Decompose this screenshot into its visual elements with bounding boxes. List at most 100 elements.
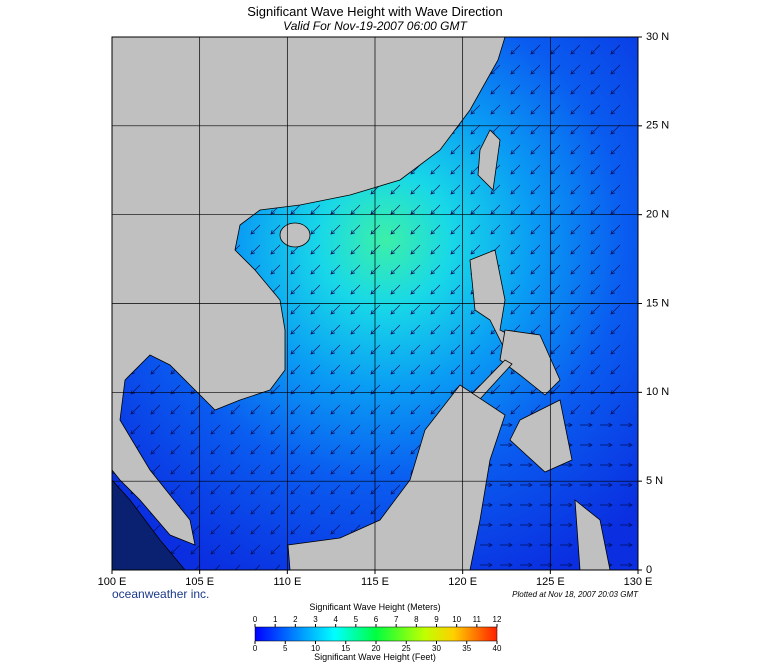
wave-arrow: [480, 562, 493, 568]
wave-arrow: [610, 244, 621, 255]
feet-tick-label: 35: [462, 644, 471, 653]
meters-tick-label: 6: [374, 615, 379, 624]
wave-arrow: [270, 264, 281, 275]
wave-arrow: [310, 484, 321, 495]
wave-arrow: [450, 224, 461, 235]
lat-tick-label: 5 N: [646, 475, 663, 487]
lon-tick-label: 120 E: [448, 576, 477, 588]
wave-arrow: [310, 444, 321, 455]
wave-arrow: [370, 264, 381, 275]
wave-arrow: [610, 304, 621, 315]
wave-arrow: [610, 204, 621, 215]
wave-arrow: [330, 484, 341, 495]
wave-arrow: [390, 204, 401, 215]
wave-arrow: [560, 562, 573, 568]
wave-arrow: [570, 344, 581, 355]
wave-arrow: [560, 522, 573, 528]
wave-arrow: [610, 104, 621, 115]
map-area: [112, 37, 638, 570]
wave-arrow: [410, 204, 421, 215]
wave-arrow: [550, 104, 561, 115]
wave-arrow: [250, 524, 261, 535]
wave-arrow: [570, 324, 581, 335]
wave-arrow: [560, 542, 573, 548]
wave-arrow: [350, 304, 361, 315]
wave-arrow: [550, 124, 561, 135]
wave-arrow: [590, 404, 601, 415]
wave-arrow: [550, 284, 561, 295]
meters-tick-label: 5: [354, 615, 359, 624]
wave-arrow: [390, 184, 401, 195]
wave-arrow: [610, 324, 621, 335]
wave-arrow: [190, 484, 201, 495]
wave-arrow: [190, 404, 201, 415]
wave-arrow: [290, 444, 301, 455]
wave-arrow: [290, 484, 301, 495]
wave-arrow: [550, 64, 561, 75]
wave-arrow: [330, 324, 341, 335]
wave-arrow: [210, 464, 221, 475]
wave-arrow: [590, 184, 601, 195]
wave-arrow: [390, 264, 401, 275]
wave-arrow: [510, 404, 521, 415]
wave-arrow: [530, 164, 541, 175]
wave-arrow: [290, 364, 301, 375]
wave-arrow: [620, 442, 633, 448]
wave-arrow: [620, 482, 633, 488]
wave-arrow: [350, 344, 361, 355]
wave-arrow: [170, 424, 181, 435]
wave-arrow: [350, 204, 361, 215]
wave-arrow: [530, 224, 541, 235]
wave-arrow: [530, 204, 541, 215]
wave-arrow: [570, 164, 581, 175]
lon-tick-label: 130 E: [624, 576, 653, 588]
wave-arrow: [490, 184, 501, 195]
wave-arrow: [580, 502, 593, 508]
wave-arrow: [470, 124, 481, 135]
wave-arrow: [250, 484, 261, 495]
wave-arrow: [390, 484, 401, 495]
wave-arrow: [520, 462, 533, 468]
feet-tick-label: 30: [432, 644, 441, 653]
wave-arrow: [570, 184, 581, 195]
graticule: [112, 37, 638, 570]
wave-arrow: [480, 522, 493, 528]
wave-arrow: [150, 404, 161, 415]
wave-arrow: [350, 424, 361, 435]
wave-arrow: [310, 344, 321, 355]
wave-arrow: [610, 344, 621, 355]
wave-arrow: [450, 204, 461, 215]
wave-arrow: [570, 104, 581, 115]
wave-arrow: [350, 224, 361, 235]
wave-arrow: [370, 224, 381, 235]
wave-arrow: [410, 284, 421, 295]
wave-arrow: [230, 504, 241, 515]
wave-arrow: [450, 364, 461, 375]
wave-arrow: [620, 522, 633, 528]
wave-arrow: [350, 324, 361, 335]
wave-arrow: [350, 364, 361, 375]
wave-arrow: [550, 84, 561, 95]
wave-arrow: [550, 324, 561, 335]
visayas: [499, 329, 561, 396]
meters-tick-label: 4: [333, 615, 338, 624]
wave-arrow: [430, 324, 441, 335]
wave-arrow: [350, 464, 361, 475]
wave-arrow: [590, 364, 601, 375]
wave-arrow: [310, 304, 321, 315]
wave-arrow: [350, 244, 361, 255]
wave-arrow: [490, 344, 501, 355]
wave-arrow: [410, 364, 421, 375]
wave-arrow: [370, 304, 381, 315]
wave-arrow: [450, 344, 461, 355]
wave-arrow: [410, 224, 421, 235]
wave-arrow: [530, 144, 541, 155]
wave-arrow: [210, 424, 221, 435]
lon-tick-label: 105 E: [185, 576, 214, 588]
wave-arrow: [470, 364, 481, 375]
wave-arrow: [170, 484, 181, 495]
wave-arrow: [130, 404, 141, 415]
wave-arrow: [410, 244, 421, 255]
wave-arrow: [330, 364, 341, 375]
